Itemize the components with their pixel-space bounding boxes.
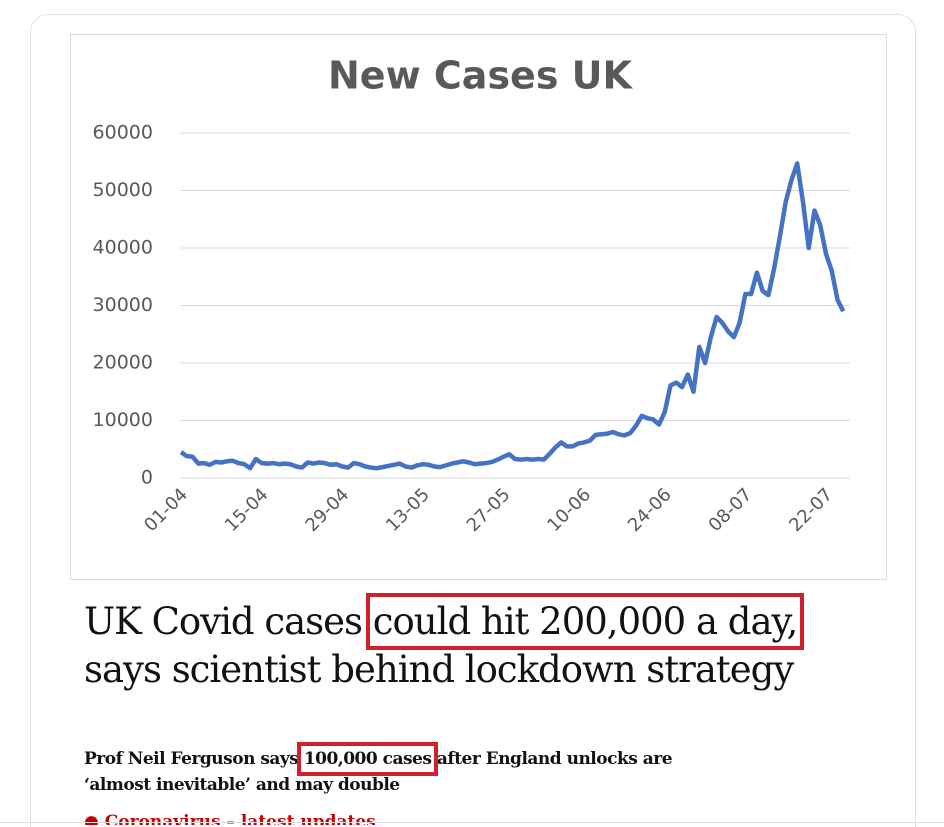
data-line — [179, 161, 846, 471]
y-tick-label: 30000 — [93, 294, 153, 316]
y-tick-label: 0 — [141, 467, 153, 489]
x-tick-label: 13-05 — [382, 484, 434, 536]
x-tick-label: 01-04 — [140, 484, 192, 536]
y-tick-label: 60000 — [93, 122, 153, 144]
x-tick-label: 24-06 — [624, 484, 676, 536]
headline-text: says scientist behind lockdown strategy — [84, 648, 794, 691]
standfirst-text: Prof Neil Ferguson says — [84, 749, 304, 769]
headline-line: says scientist behind lockdown strategy — [84, 648, 794, 691]
chart-title: New Cases UK — [328, 54, 634, 98]
y-tick-label: 40000 — [93, 237, 153, 259]
y-tick-label: 50000 — [93, 179, 153, 201]
x-tick-label: 10-06 — [543, 484, 595, 536]
headline-line: UK Covid cases could hit 200,000 a day, — [84, 593, 805, 650]
standfirst-line: Prof Neil Ferguson says 100,000 cases af… — [84, 742, 673, 776]
link[interactable]: ● Coronavirus – latest updates — [84, 812, 376, 825]
y-tick-label: 20000 — [93, 352, 153, 374]
chart-frame — [70, 34, 887, 580]
x-tick-label: 27-05 — [463, 484, 515, 536]
standfirst-line: ‘almost inevitable’ and may double — [84, 775, 400, 795]
highlighted-text: 100,000 cases — [296, 742, 439, 776]
x-tick-label: 15-04 — [221, 484, 273, 536]
divider — [0, 822, 944, 823]
y-tick-label: 10000 — [93, 409, 153, 431]
highlighted-text: could hit 200,000 a day, — [365, 593, 805, 650]
x-tick-label: 22-07 — [785, 484, 837, 536]
headline-text: UK Covid cases — [84, 600, 373, 643]
standfirst-text: after England unlocks are — [431, 749, 673, 769]
x-tick-label: 08-07 — [705, 484, 757, 536]
standfirst-text: ‘almost inevitable’ and may double — [84, 775, 400, 795]
x-tick-label: 29-04 — [301, 484, 353, 536]
chart: New Cases UK 0 10000 20000 30000 40000 50000 6… — [93, 54, 850, 536]
